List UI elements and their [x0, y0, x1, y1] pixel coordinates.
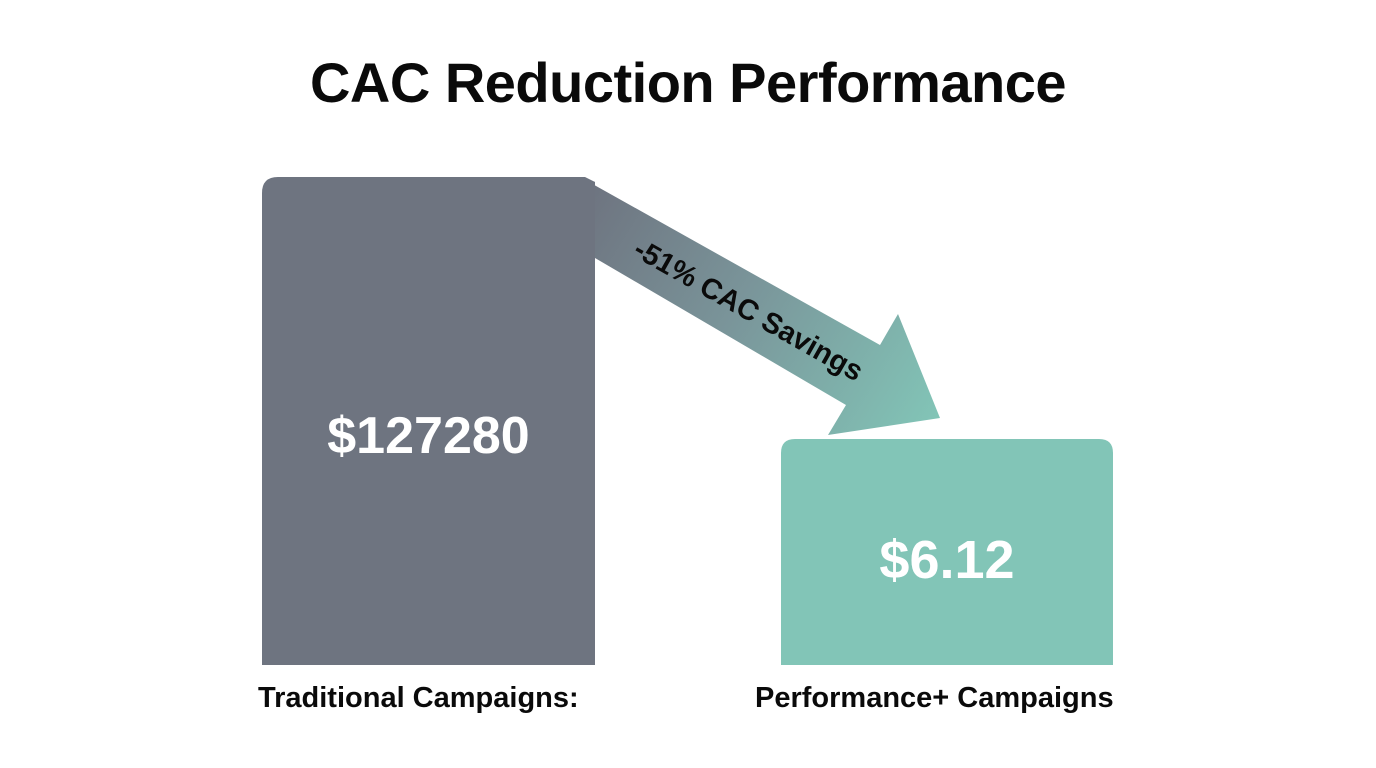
reduction-arrow [580, 177, 940, 435]
category-label-performance: Performance+ Campaigns [755, 682, 1114, 714]
chart-title: CAC Reduction Performance [309, 51, 1067, 114]
bar-traditional [262, 177, 595, 665]
bar-performance [781, 439, 1113, 665]
category-label-traditional: Traditional Campaigns: [258, 682, 579, 714]
bar-value-traditional: $127280 [327, 407, 530, 465]
bar-value-performance: $6.12 [879, 530, 1015, 590]
